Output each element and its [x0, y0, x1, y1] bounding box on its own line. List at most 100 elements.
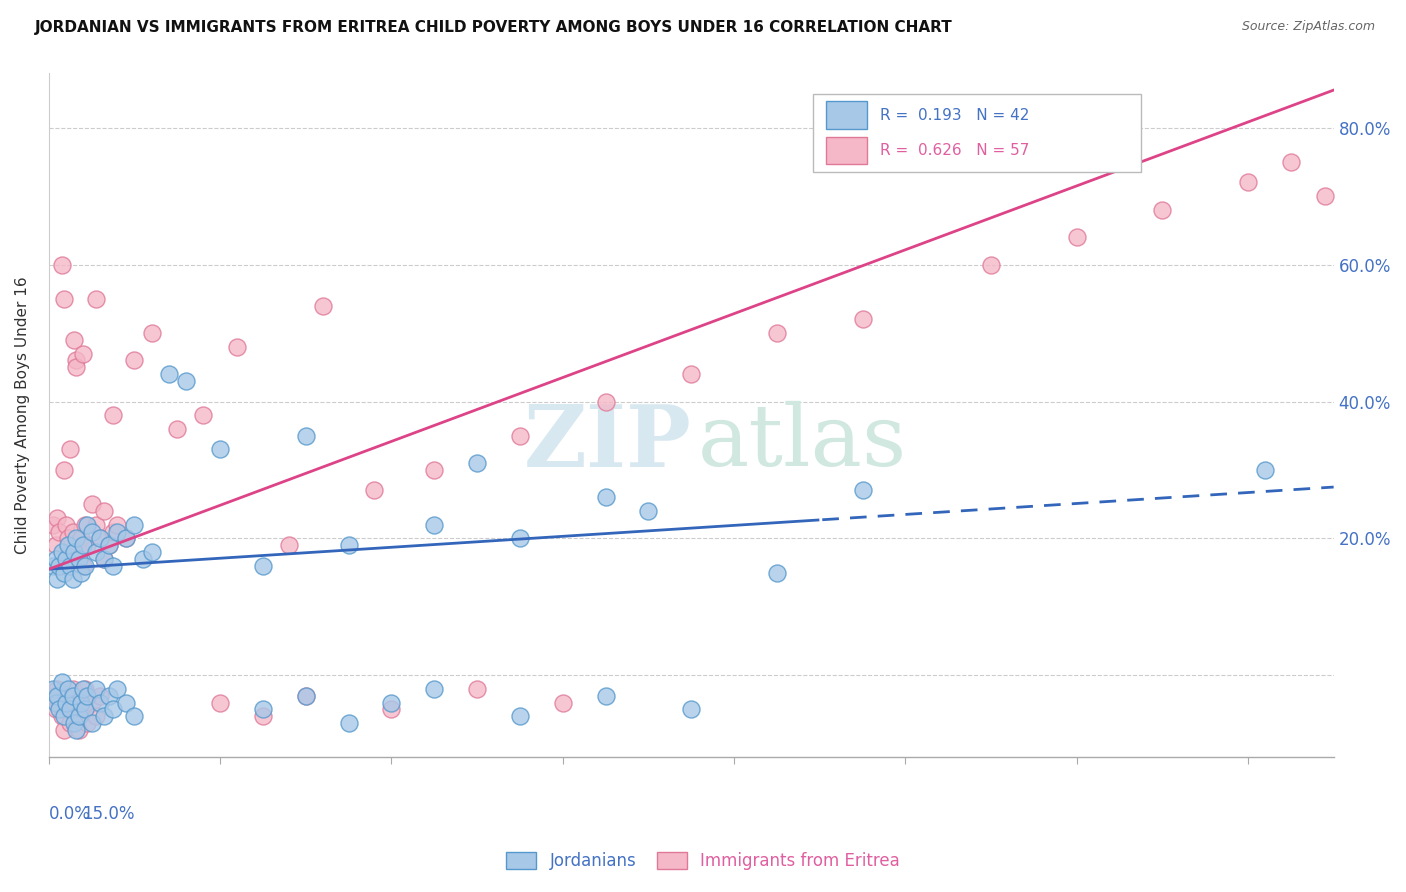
Point: [46, 689, 69, 703]
Point: [1237, 176, 1260, 190]
Point: [89, 532, 111, 546]
Point: [42, 558, 65, 573]
Text: R =  0.626   N = 57: R = 0.626 N = 57: [880, 143, 1029, 158]
Point: [53, 463, 76, 477]
Point: [115, 532, 138, 546]
Text: R =  0.193   N = 42: R = 0.193 N = 42: [880, 108, 1029, 123]
Point: [46, 511, 69, 525]
Point: [65, 709, 87, 723]
Point: [72, 558, 94, 573]
Text: Source: ZipAtlas.com: Source: ZipAtlas.com: [1241, 20, 1375, 33]
Point: [465, 456, 488, 470]
Point: [51, 675, 73, 690]
Point: [72, 346, 94, 360]
Point: [63, 333, 86, 347]
Point: [62, 681, 84, 696]
Point: [56, 681, 79, 696]
Point: [80, 696, 103, 710]
Point: [637, 504, 659, 518]
Point: [56, 538, 79, 552]
Point: [62, 573, 84, 587]
Point: [551, 696, 574, 710]
Point: [294, 689, 316, 703]
Point: [337, 538, 360, 552]
Point: [101, 524, 124, 539]
Point: [1313, 189, 1336, 203]
Point: [294, 428, 316, 442]
Point: [766, 566, 789, 580]
Point: [595, 491, 617, 505]
Point: [209, 442, 232, 457]
Point: [70, 696, 93, 710]
Point: [65, 353, 87, 368]
Point: [84, 292, 107, 306]
Point: [141, 326, 163, 340]
Point: [59, 558, 82, 573]
Point: [45, 538, 67, 552]
Point: [509, 428, 531, 442]
Point: [363, 483, 385, 498]
Point: [55, 552, 77, 566]
Point: [55, 696, 77, 710]
Point: [70, 566, 93, 580]
Point: [97, 538, 120, 552]
Point: [46, 573, 69, 587]
Point: [48, 696, 70, 710]
Y-axis label: Child Poverty Among Boys Under 16: Child Poverty Among Boys Under 16: [15, 277, 30, 554]
Point: [93, 552, 115, 566]
Point: [851, 483, 873, 498]
Point: [53, 723, 76, 737]
Point: [595, 394, 617, 409]
Point: [132, 552, 155, 566]
Point: [51, 545, 73, 559]
Point: [101, 558, 124, 573]
Point: [157, 367, 180, 381]
Point: [42, 681, 65, 696]
Point: [76, 716, 98, 731]
Point: [84, 709, 107, 723]
Point: [76, 689, 98, 703]
Point: [80, 524, 103, 539]
Point: [51, 709, 73, 723]
Text: 0.0%: 0.0%: [49, 805, 90, 823]
Point: [51, 258, 73, 272]
Point: [509, 532, 531, 546]
Point: [124, 709, 146, 723]
Point: [63, 716, 86, 731]
Point: [63, 545, 86, 559]
Point: [191, 408, 214, 422]
Point: [312, 299, 335, 313]
Point: [73, 681, 96, 696]
Point: [59, 442, 82, 457]
Point: [681, 702, 703, 716]
Point: [53, 292, 76, 306]
Point: [252, 558, 274, 573]
Point: [65, 532, 87, 546]
Point: [97, 538, 120, 552]
Point: [1066, 230, 1088, 244]
Point: [105, 681, 128, 696]
Point: [105, 517, 128, 532]
Text: atlas: atlas: [697, 401, 907, 484]
Text: ZIP: ZIP: [523, 401, 692, 484]
Point: [766, 326, 789, 340]
Point: [59, 552, 82, 566]
FancyBboxPatch shape: [827, 102, 868, 129]
Point: [115, 532, 138, 546]
Point: [1279, 155, 1302, 169]
Point: [105, 524, 128, 539]
Point: [465, 681, 488, 696]
Point: [70, 689, 93, 703]
Point: [509, 709, 531, 723]
Point: [76, 538, 98, 552]
Point: [423, 681, 446, 696]
Point: [93, 504, 115, 518]
Point: [115, 696, 138, 710]
Point: [70, 532, 93, 546]
Point: [53, 566, 76, 580]
Point: [48, 702, 70, 716]
Point: [252, 702, 274, 716]
Point: [67, 709, 90, 723]
Point: [84, 545, 107, 559]
Point: [42, 517, 65, 532]
